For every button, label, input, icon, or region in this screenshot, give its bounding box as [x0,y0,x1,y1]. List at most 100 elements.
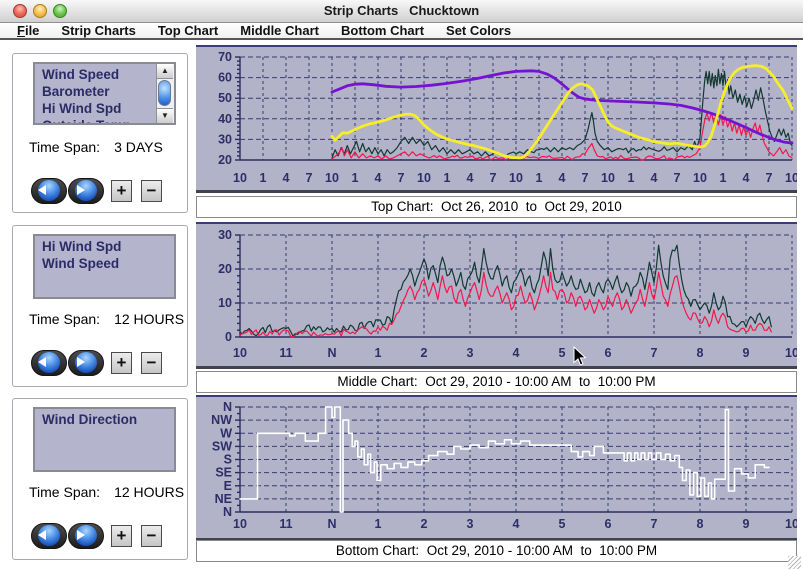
svg-text:SE: SE [215,466,232,480]
minimize-button[interactable] [33,4,47,18]
svg-text:5: 5 [559,517,566,531]
menu-strip-charts[interactable]: Strip Charts [61,23,136,38]
svg-text:11: 11 [279,517,292,531]
list-item[interactable]: Outside Temp [35,117,174,123]
menu-middle-chart[interactable]: Middle Chart [240,23,319,38]
svg-text:1: 1 [375,346,382,360]
svg-text:10: 10 [785,346,797,360]
svg-text:1: 1 [375,517,382,531]
svg-text:4: 4 [375,171,382,185]
svg-text:W: W [220,426,232,440]
svg-text:60: 60 [218,71,232,85]
svg-text:7: 7 [766,171,773,185]
list-scrollbar[interactable]: ▲ ▼ [156,64,174,123]
svg-text:6: 6 [605,517,612,531]
close-button[interactable] [13,4,27,18]
scrollbar-thumb[interactable] [158,80,171,106]
svg-text:7: 7 [651,346,658,360]
svg-text:N: N [223,400,232,414]
svg-text:7: 7 [398,171,405,185]
svg-text:9: 9 [743,346,750,360]
middle-chart-control-panel: Hi Wind Spd Wind Speed Time Span: 12 HOUR… [12,225,188,387]
svg-text:4: 4 [513,517,520,531]
panel1-zoom-out-button[interactable]: − [141,180,162,202]
panel2-zoom-in-button[interactable]: + [111,352,132,374]
top-chart-series-list[interactable]: Wind Speed Barometer Hi Wind Spd Outside… [33,62,176,125]
list-item[interactable]: Hi Wind Spd [42,101,122,116]
svg-text:5: 5 [559,346,566,360]
svg-text:S: S [224,453,232,467]
time-span-value: 12 HOURS [114,484,185,500]
middle-chart: 10 11 N 1 2 3 4 5 6 7 8 9 10 0 10 20 30 [196,222,799,369]
svg-text:50: 50 [218,91,232,105]
resize-grip[interactable] [788,556,801,569]
bottom-chart-caption: Bottom Chart: Oct 29, 2010 - 10:00 AM to… [196,540,797,562]
list-item[interactable]: Barometer [42,84,110,99]
svg-text:1: 1 [536,171,543,185]
svg-text:N: N [327,517,336,531]
svg-text:30: 30 [218,132,232,146]
svg-text:4: 4 [513,346,520,360]
svg-text:0: 0 [225,330,232,344]
scroll-down-icon[interactable]: ▼ [157,108,173,123]
zoom-button[interactable] [53,4,67,18]
svg-text:4: 4 [743,171,750,185]
svg-text:1: 1 [720,171,727,185]
panel1-next-button[interactable] [68,178,104,204]
menu-top-chart[interactable]: Top Chart [157,23,219,38]
list-item[interactable]: Wind Speed [42,67,120,82]
titlebar: Strip Charts Chucktown [0,0,803,23]
svg-text:7: 7 [490,171,497,185]
panel1-prev-button[interactable] [31,178,67,204]
svg-text:10: 10 [785,171,797,185]
bottom-chart-series-list[interactable]: Wind Direction [33,407,176,472]
time-span-value: 12 HOURS [114,311,185,327]
svg-text:10: 10 [218,296,232,310]
list-item[interactable]: Hi Wind Spd [42,239,122,254]
menu-bottom-chart[interactable]: Bottom Chart [340,23,425,38]
svg-text:1: 1 [352,171,359,185]
svg-text:N: N [223,505,232,519]
svg-text:E: E [224,479,232,493]
svg-text:SW: SW [212,439,232,453]
panel3-zoom-in-button[interactable]: + [111,525,132,547]
top-chart-control-panel: Wind Speed Barometer Hi Wind Spd Outside… [12,53,188,213]
bottom-chart-control-panel: Wind Direction Time Span: 12 HOURS + − [12,398,188,560]
menubar: File Strip Charts Top Chart Middle Chart… [0,23,803,40]
svg-text:7: 7 [674,171,681,185]
top-chart-caption: Top Chart: Oct 26, 2010 to Oct 29, 2010 [196,196,797,218]
svg-text:10: 10 [325,171,339,185]
svg-text:40: 40 [218,112,232,126]
panel3-prev-button[interactable] [31,523,67,549]
window-title: Strip Charts Chucktown [323,3,480,18]
scroll-up-icon[interactable]: ▲ [157,64,173,79]
svg-text:20: 20 [218,153,232,167]
svg-text:2: 2 [421,346,428,360]
panel2-next-button[interactable] [68,350,104,376]
svg-text:2: 2 [421,517,428,531]
svg-text:8: 8 [697,346,704,360]
list-item[interactable]: Wind Speed [42,256,120,271]
svg-text:7: 7 [651,517,658,531]
panel3-next-button[interactable] [68,523,104,549]
svg-text:7: 7 [306,171,313,185]
list-item[interactable]: Wind Direction [42,412,138,427]
mouse-cursor [573,346,587,366]
middle-chart-series-list[interactable]: Hi Wind Spd Wind Speed [33,234,176,299]
time-span: Time Span: 12 HOURS [29,311,184,327]
menu-set-colors[interactable]: Set Colors [446,23,512,38]
panel2-prev-button[interactable] [31,350,67,376]
svg-text:4: 4 [283,171,290,185]
svg-text:4: 4 [467,171,474,185]
panel2-zoom-out-button[interactable]: − [141,352,162,374]
svg-text:6: 6 [605,346,612,360]
svg-text:11: 11 [279,346,292,360]
middle-chart-caption: Middle Chart: Oct 29, 2010 - 10:00 AM to… [196,371,797,393]
svg-text:N: N [327,346,336,360]
panel1-zoom-in-button[interactable]: + [111,180,132,202]
panel3-zoom-out-button[interactable]: − [141,525,162,547]
menu-file[interactable]: File [17,23,40,38]
svg-text:10: 10 [233,346,247,360]
svg-text:30: 30 [218,228,232,242]
